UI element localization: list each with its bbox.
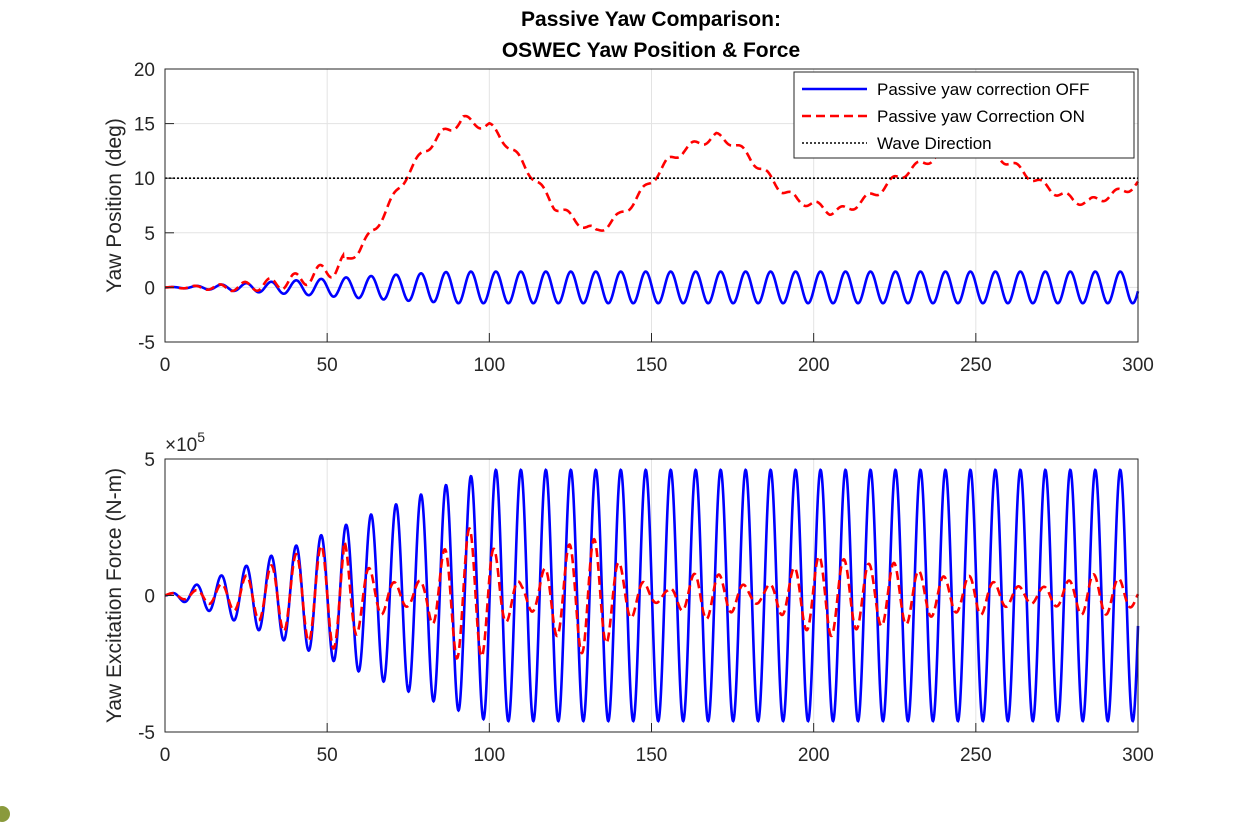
y-tick-label: 0 xyxy=(144,278,155,299)
x-tick-label: 250 xyxy=(960,355,992,376)
x-tick-label: 100 xyxy=(473,355,505,376)
bottom-tick-labels: 0 50 100 150 200 250 300-505 xyxy=(138,450,1154,766)
x-tick-label: 0 xyxy=(160,355,171,376)
x-tick-label: 300 xyxy=(1122,355,1154,376)
x-tick-label: 150 xyxy=(636,745,668,766)
legend[interactable]: Passive yaw correction OFF Passive yaw Co… xyxy=(793,71,1135,159)
y-tick-label: 0 xyxy=(144,587,155,608)
y-exponent-base: ×10 xyxy=(165,435,197,456)
legend-entry: Wave Direction xyxy=(877,134,992,153)
bottom-plot-lines xyxy=(164,468,1140,723)
y-tick-label: -5 xyxy=(138,333,155,354)
x-tick-label: 200 xyxy=(798,745,830,766)
series-line-1 xyxy=(165,270,1140,305)
x-tick-label: 50 xyxy=(317,355,338,376)
y-tick-label: 15 xyxy=(134,115,155,136)
x-tick-label: 200 xyxy=(798,355,830,376)
top-plot-lines xyxy=(164,114,1140,305)
y-tick-label: 5 xyxy=(144,224,155,245)
x-tick-label: 0 xyxy=(160,745,171,766)
legend-entry: Passive yaw Correction ON xyxy=(877,107,1085,126)
y-exponent-power: 5 xyxy=(197,429,205,445)
x-tick-label: 250 xyxy=(960,745,992,766)
y-tick-label: 10 xyxy=(134,169,155,190)
chart-title-line-1: Passive Yaw Comparison: xyxy=(521,8,781,31)
corner-indicator xyxy=(0,806,10,822)
y-tick-label: 20 xyxy=(134,60,155,81)
legend-entry: Passive yaw correction OFF xyxy=(877,80,1090,99)
y-tick-label: 5 xyxy=(144,450,155,471)
series-line-2 xyxy=(164,527,1140,661)
bottom-y-axis-label: Yaw Excitation Force (N-m) xyxy=(103,468,126,723)
x-tick-label: 100 xyxy=(473,745,505,766)
bottom-axes: 0 50 100 150 200 250 300-505 Yaw Excitation Fo… xyxy=(103,429,1154,766)
chart-title-line-2: OSWEC Yaw Position & Force xyxy=(502,39,800,62)
y-tick-label: -5 xyxy=(138,723,155,744)
top-y-axis-label: Yaw Position (deg) xyxy=(103,118,126,293)
x-tick-label: 150 xyxy=(636,355,668,376)
y-exponent-label: ×105 xyxy=(165,429,205,456)
x-tick-label: 50 xyxy=(317,745,338,766)
series-line-2 xyxy=(164,114,1140,293)
x-tick-label: 300 xyxy=(1122,745,1154,766)
